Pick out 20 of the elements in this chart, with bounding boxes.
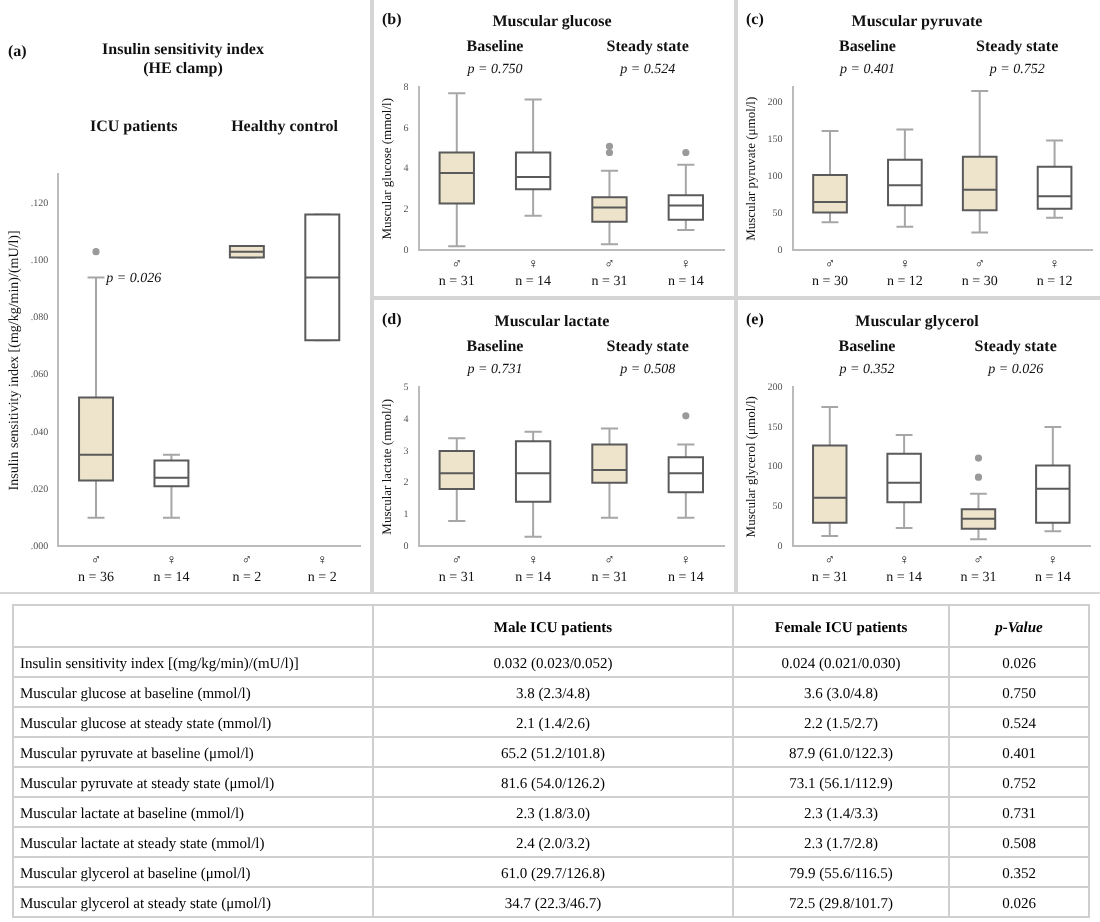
chart-title: Insulin sensitivity index (HE clamp) [102,39,264,77]
chart-title: Muscular glycerol [855,311,981,330]
text: Baseline [839,37,897,56]
chart-title: Muscular pyruvate [851,11,984,30]
chart-title: Muscular lactate [494,311,611,330]
text: Baseline [838,337,897,356]
text: Steady state [976,37,1060,56]
chart-title: Muscular glucose [492,11,613,30]
text: (b) [382,10,403,29]
text: (a) [8,42,28,61]
text: Healthy control [231,116,340,135]
text: Steady state [974,337,1058,356]
text: Steady state [606,337,690,356]
text: Baseline [466,37,525,56]
text: Steady state [606,37,690,56]
text: ICU patients [89,116,178,135]
text: (c) [746,10,765,29]
text: (d) [382,310,403,329]
text: Baseline [466,337,525,356]
text: (e) [746,310,765,329]
